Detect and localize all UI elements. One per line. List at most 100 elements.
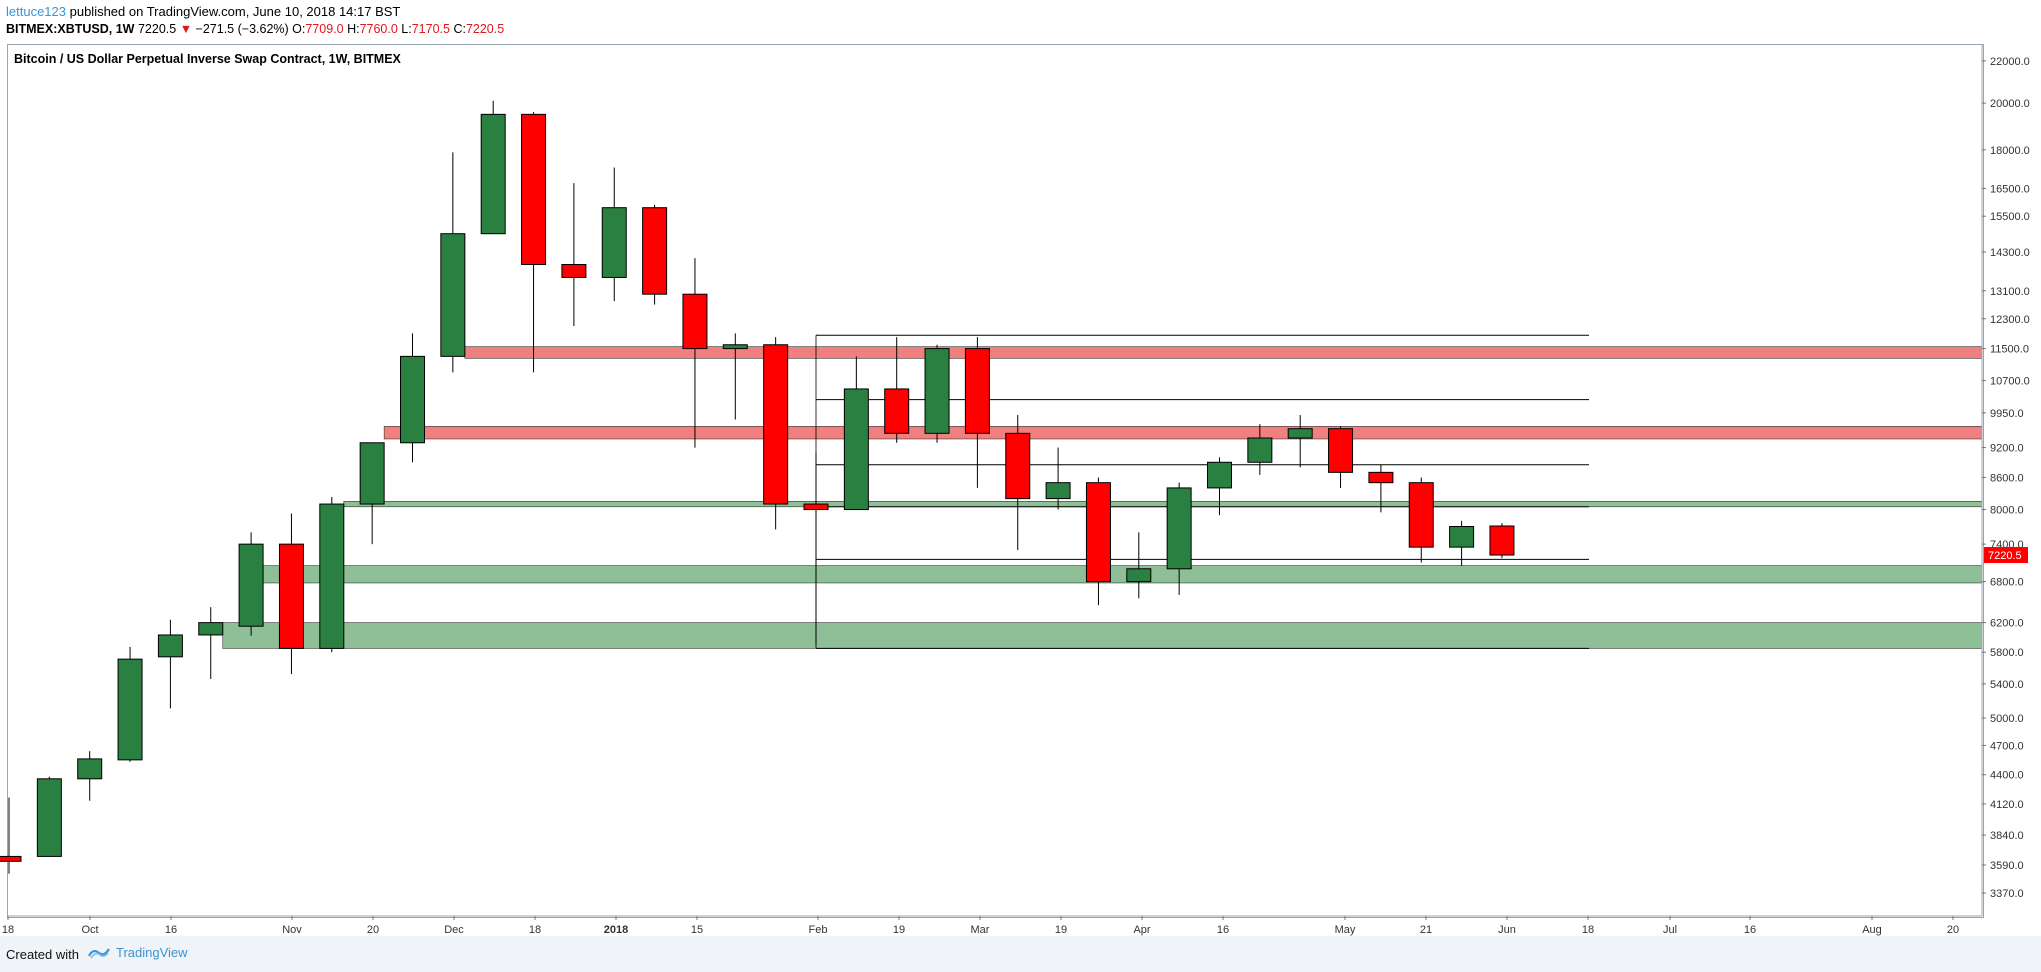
time-tick-label: Dec bbox=[444, 924, 464, 936]
price-tick-label: 8600.0 bbox=[1990, 472, 2024, 484]
price-tick-label: 6200.0 bbox=[1990, 618, 2024, 630]
candle-bullish[interactable] bbox=[1166, 487, 1192, 570]
time-tick-label: 15 bbox=[691, 924, 703, 936]
candle-bearish[interactable] bbox=[642, 207, 668, 295]
candle-bullish[interactable] bbox=[77, 758, 103, 780]
time-tick-label: 18 bbox=[1582, 924, 1594, 936]
time-tick-label: 16 bbox=[165, 924, 177, 936]
candle-bullish[interactable] bbox=[1045, 482, 1071, 500]
time-tick-label: Apr bbox=[1133, 924, 1150, 936]
time-tick-label: 18 bbox=[2, 924, 14, 936]
price-tick-label: 6800.0 bbox=[1990, 577, 2024, 589]
tradingview-brand[interactable]: TradingView bbox=[88, 945, 188, 960]
candle-bearish[interactable] bbox=[964, 348, 990, 434]
author-link[interactable]: lettuce123 bbox=[6, 4, 66, 19]
ohlc-open-label: O: bbox=[292, 22, 306, 36]
candle-bearish[interactable] bbox=[1085, 482, 1111, 583]
ohlc-close-label: C: bbox=[453, 22, 466, 36]
time-tick-label: Oct bbox=[81, 924, 98, 936]
price-tick-label: 5000.0 bbox=[1990, 713, 2024, 725]
price-tick-label: 5800.0 bbox=[1990, 647, 2024, 659]
candle-bullish[interactable] bbox=[319, 503, 345, 649]
time-tick-label: 20 bbox=[1947, 924, 1959, 936]
time-tick-label: 16 bbox=[1744, 924, 1756, 936]
time-tick-label: Aug bbox=[1862, 924, 1882, 936]
candle-bullish[interactable] bbox=[400, 355, 425, 444]
price-tick-label: 18000.0 bbox=[1990, 145, 2030, 157]
price-tick-label: 4120.0 bbox=[1990, 799, 2024, 811]
time-tick-label: 20 bbox=[367, 924, 379, 936]
time-tick-label: Nov bbox=[282, 924, 302, 936]
candle-bearish[interactable] bbox=[1489, 525, 1515, 556]
time-tick-label: 19 bbox=[1055, 924, 1067, 936]
time-tick-label: Feb bbox=[809, 924, 828, 936]
candle-bearish[interactable] bbox=[0, 855, 22, 862]
publish-text: published on TradingView.com, June 10, 2… bbox=[66, 4, 401, 19]
candle-bearish[interactable] bbox=[1408, 482, 1434, 548]
support-zone-4 bbox=[222, 622, 1983, 649]
candle-bullish[interactable] bbox=[1287, 428, 1313, 439]
candle-bearish[interactable] bbox=[763, 344, 789, 505]
price-tick-label: 13100.0 bbox=[1990, 286, 2030, 298]
candle-bullish[interactable] bbox=[1207, 461, 1232, 489]
time-tick-label: Mar bbox=[971, 924, 990, 936]
price-tick-label: 9200.0 bbox=[1990, 443, 2024, 455]
price-tick-label: 22000.0 bbox=[1990, 56, 2030, 68]
chart-pane[interactable] bbox=[7, 44, 1984, 918]
last-price: 7220.5 bbox=[137, 22, 177, 36]
price-change: −271.5 (−3.62%) bbox=[195, 22, 289, 36]
price-tick-label: 4400.0 bbox=[1990, 770, 2024, 782]
candle-bullish[interactable] bbox=[843, 388, 869, 511]
candle-bearish[interactable] bbox=[682, 293, 708, 350]
candle-bearish[interactable] bbox=[1368, 471, 1394, 484]
support-zone-2 bbox=[343, 501, 1983, 508]
price-tick-label: 15500.0 bbox=[1990, 211, 2030, 223]
resistance-zone-1 bbox=[383, 426, 1983, 440]
candle-bullish[interactable] bbox=[1449, 526, 1475, 548]
candle-bullish[interactable] bbox=[440, 233, 466, 357]
price-tick-label: 8000.0 bbox=[1990, 505, 2024, 517]
candle-bullish[interactable] bbox=[601, 207, 627, 278]
candle-bullish[interactable] bbox=[157, 634, 183, 658]
created-with-text: Created with bbox=[6, 947, 79, 962]
candle-bullish[interactable] bbox=[117, 658, 143, 761]
price-tick-label: 5400.0 bbox=[1990, 679, 2024, 691]
time-tick-label: 21 bbox=[1420, 924, 1432, 936]
candle-bullish[interactable] bbox=[359, 442, 385, 505]
candle-bullish[interactable] bbox=[924, 348, 950, 434]
candlestick-chart[interactable]: 22000.0 20000.0 18000.0 16500.0 15500.0 14300… bbox=[0, 0, 2041, 936]
ohlc-high-label: H: bbox=[347, 22, 360, 36]
time-tick-label: Jul bbox=[1663, 924, 1677, 936]
ohlc-low-value: 7170.5 bbox=[411, 22, 450, 36]
price-tick-label: 16500.0 bbox=[1990, 183, 2030, 195]
candle-bullish[interactable] bbox=[1247, 437, 1273, 463]
time-tick-label: May bbox=[1335, 924, 1356, 936]
candle-bearish[interactable] bbox=[278, 543, 304, 649]
price-tick-label: 20000.0 bbox=[1990, 98, 2030, 110]
price-tick-label: 3840.0 bbox=[1990, 830, 2024, 842]
candle-bearish[interactable] bbox=[1005, 432, 1031, 500]
candle-bullish[interactable] bbox=[722, 344, 748, 350]
ohlc-high-value: 7760.0 bbox=[359, 22, 398, 36]
price-tick-label: 9950.0 bbox=[1990, 408, 2024, 420]
footer-bar: Created with TradingView bbox=[0, 936, 2041, 972]
down-arrow-icon: ▼ bbox=[179, 22, 193, 36]
candle-bearish[interactable] bbox=[561, 264, 587, 278]
price-tick-label: 10700.0 bbox=[1990, 376, 2030, 388]
chart-legend: Bitcoin / US Dollar Perpetual Inverse Sw… bbox=[14, 52, 401, 66]
candle-bearish[interactable] bbox=[884, 388, 910, 434]
support-zone-3 bbox=[262, 565, 1983, 584]
candle-bullish[interactable] bbox=[238, 543, 264, 627]
time-tick-label: 2018 bbox=[604, 924, 628, 936]
ohlc-close-value: 7220.5 bbox=[465, 22, 505, 36]
candle-bullish[interactable] bbox=[198, 622, 224, 636]
tradingview-text: TradingView bbox=[116, 945, 188, 960]
price-tick-label: 4700.0 bbox=[1990, 740, 2024, 752]
candle-bearish[interactable] bbox=[1328, 428, 1354, 473]
candle-bearish[interactable] bbox=[803, 503, 829, 511]
candle-bullish[interactable] bbox=[36, 778, 62, 857]
publish-line: lettuce123 published on TradingView.com,… bbox=[6, 4, 400, 19]
candle-bullish[interactable] bbox=[1126, 568, 1152, 583]
candle-bullish[interactable] bbox=[480, 113, 506, 235]
candle-bearish[interactable] bbox=[521, 113, 547, 266]
